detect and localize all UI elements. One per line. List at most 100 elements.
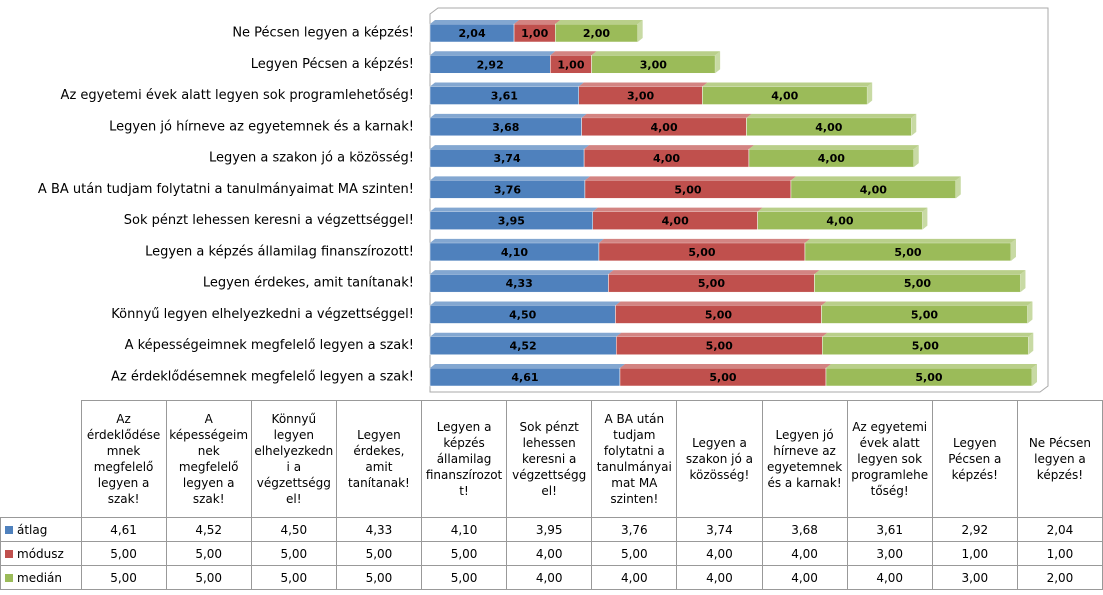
column-header: Legyen Pécsen a képzés! — [931, 400, 1018, 518]
bar-top — [615, 301, 827, 306]
data-label: 5,00 — [709, 371, 736, 384]
table-cell: 5,00 — [165, 541, 252, 566]
data-label: 4,10 — [501, 246, 528, 259]
table-cell: 4,00 — [506, 541, 593, 566]
series-cell: módusz — [0, 541, 82, 566]
column-header: Legyen jó hírneve az egyetemnek és a kar… — [761, 400, 848, 518]
bar-side — [913, 145, 919, 168]
legend-label: átlag — [17, 522, 48, 537]
column-header: A képességeimnek megfelelő legyen a szak… — [165, 400, 252, 518]
bar-top — [619, 364, 831, 368]
data-label: 5,00 — [705, 308, 732, 321]
table-cell: 5,00 — [335, 565, 423, 590]
bar-top — [555, 20, 643, 24]
bar-top — [608, 270, 820, 275]
legend-swatch — [5, 573, 13, 582]
chart: Az érdeklődésemnek megfelelő legyen a sz… — [38, 7, 1049, 393]
bar-top — [584, 145, 754, 150]
header-row: Az érdeklődésemnek megfelelő legyen a sz… — [0, 400, 1103, 518]
category-label: A BA után tudjam folytatni a tanulmányai… — [38, 182, 414, 197]
table-cell: 5,00 — [250, 565, 337, 590]
data-label: 4,00 — [653, 152, 680, 165]
bar-side — [867, 82, 873, 105]
table-row: átlag 4,61 4,52 4,50 4,33 4,10 3,95 3,76 3,74 3,6… — [0, 517, 1103, 542]
table-cell: 5,00 — [420, 565, 508, 590]
bar-top — [430, 113, 587, 118]
bar-top — [578, 82, 708, 87]
bar-top — [430, 207, 598, 212]
bar-top — [804, 238, 1016, 243]
bar-side — [1010, 238, 1016, 261]
table-cell: 4,33 — [335, 517, 423, 542]
data-label: 4,00 — [860, 183, 887, 196]
table-cell: 1,00 — [931, 541, 1018, 566]
data-label: 4,61 — [511, 371, 538, 384]
bar-side — [715, 51, 721, 74]
column-header: Legyen érdekes, amit tanítanak! — [335, 400, 423, 518]
data-label: 4,33 — [506, 277, 533, 290]
table-cell: 1,00 — [1016, 541, 1103, 566]
column-header: Legyen a képzés államilag finanszírozott… — [420, 400, 508, 518]
bar-side — [1020, 270, 1026, 293]
table-cell: 2,04 — [1016, 517, 1103, 542]
bar-side — [955, 176, 961, 199]
bar-top — [591, 51, 721, 56]
corner-cell — [0, 400, 82, 518]
data-label: 4,00 — [815, 121, 842, 134]
table-cell: 4,00 — [506, 565, 593, 590]
data-label: 3,76 — [494, 183, 521, 196]
table-cell: 2,00 — [1016, 565, 1103, 590]
table-cell: 3,68 — [761, 517, 848, 542]
bar-top — [430, 332, 622, 337]
data-label: 5,00 — [706, 340, 733, 353]
legend-swatch — [5, 525, 13, 534]
table-cell: 5,00 — [335, 541, 423, 566]
table-cell: 2,92 — [931, 517, 1018, 542]
data-label: 3,74 — [493, 152, 520, 165]
bar-top — [550, 51, 597, 56]
bar-top — [430, 176, 590, 181]
bar-top — [825, 364, 1037, 368]
table-cell: 3,76 — [591, 517, 678, 542]
category-label: Legyen a képzés államilag finanszírozott… — [145, 244, 414, 259]
bar-top — [814, 270, 1026, 275]
category-label: Legyen érdekes, amit tanítanak! — [203, 276, 414, 291]
bar-side — [911, 113, 917, 136]
data-label: 5,00 — [911, 308, 938, 321]
bar-side — [637, 20, 643, 42]
bar-side — [1028, 332, 1034, 355]
bar-side — [1027, 301, 1033, 324]
table-cell: 4,00 — [761, 565, 848, 590]
data-label: 1,00 — [521, 27, 548, 40]
table-cell: 4,00 — [591, 565, 678, 590]
data-label: 4,00 — [771, 90, 798, 103]
table-cell: 4,61 — [80, 517, 167, 542]
table-cell: 4,10 — [420, 517, 508, 542]
series-cell: átlag — [0, 517, 82, 542]
table-cell: 5,00 — [591, 541, 678, 566]
table-cell: 4,00 — [761, 541, 848, 566]
table-cell: 4,50 — [250, 517, 337, 542]
data-label: 2,00 — [583, 27, 610, 40]
data-label: 4,52 — [510, 340, 537, 353]
data-label: 1,00 — [557, 58, 584, 71]
table-cell: 3,61 — [846, 517, 933, 542]
table-cell: 3,00 — [846, 541, 933, 566]
category-label: Ne Pécsen legyen a képzés! — [232, 26, 414, 41]
data-label: 4,00 — [818, 152, 845, 165]
table-cell: 4,00 — [846, 565, 933, 590]
legend-label: módusz — [17, 546, 64, 561]
table-cell: 4,52 — [165, 517, 252, 542]
data-label: 3,95 — [498, 215, 525, 228]
bar-top — [821, 301, 1033, 306]
bar-top — [790, 176, 961, 181]
bar-top — [514, 20, 561, 24]
category-label: Legyen Pécsen a képzés! — [251, 57, 414, 72]
data-label: 5,00 — [688, 246, 715, 259]
bar-top — [430, 51, 556, 56]
bar-top — [430, 270, 614, 275]
data-label: 5,00 — [904, 277, 931, 290]
bar-top — [702, 82, 873, 87]
category-label: Legyen jó hírneve az egyetemnek és a kar… — [109, 119, 414, 134]
